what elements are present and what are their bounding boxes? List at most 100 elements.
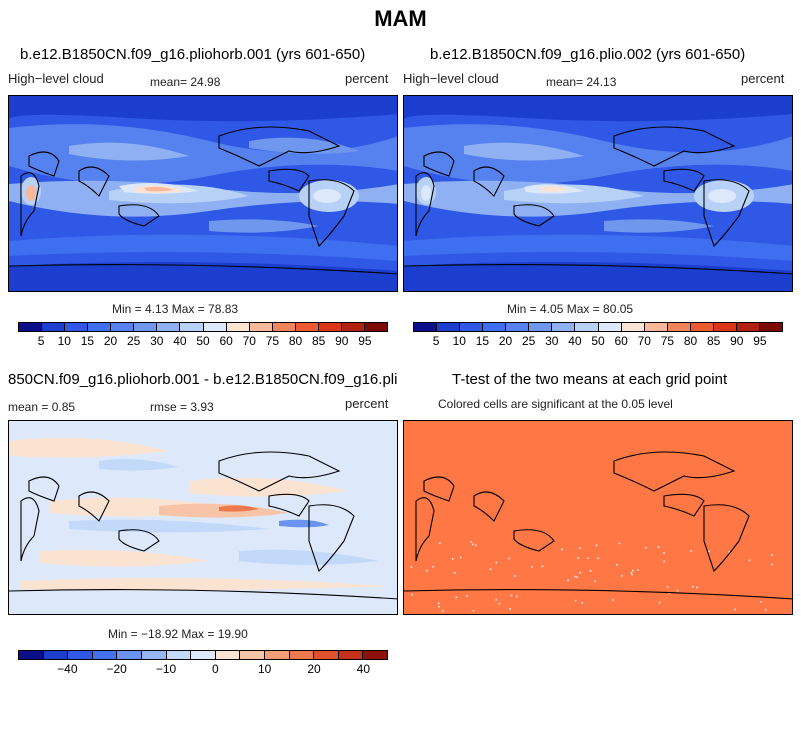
insignificant-cell bbox=[426, 570, 428, 572]
colorbar-cell bbox=[157, 323, 180, 331]
panel-2-map-svg bbox=[404, 96, 793, 292]
insignificant-cell bbox=[438, 603, 440, 605]
colorbar-cell bbox=[296, 323, 319, 331]
colorbar-cell bbox=[506, 323, 529, 331]
colorbar-cell bbox=[760, 323, 782, 331]
insignificant-cell bbox=[499, 603, 501, 605]
insignificant-cell bbox=[765, 609, 767, 611]
colorbar-cell bbox=[88, 323, 111, 331]
insignificant-cell bbox=[516, 596, 518, 598]
colorbar-cell bbox=[622, 323, 645, 331]
panel-1-map bbox=[8, 95, 398, 292]
panel-4-title: T-test of the two means at each grid poi… bbox=[452, 371, 727, 388]
colorbar-cell bbox=[668, 323, 691, 331]
colorbar-cell bbox=[363, 651, 387, 659]
insignificant-cell bbox=[471, 541, 473, 543]
insignificant-cell bbox=[473, 610, 475, 612]
colorbar-tick-label: 75 bbox=[266, 334, 279, 348]
colorbar-tick-label: 60 bbox=[614, 334, 627, 348]
colorbar-cell bbox=[483, 323, 506, 331]
colorbar-cell bbox=[645, 323, 668, 331]
colorbar-tick-label: 10 bbox=[453, 334, 466, 348]
colorbar-cell bbox=[290, 651, 315, 659]
colorbar-cell bbox=[134, 323, 157, 331]
panel-2-variable: High−level cloud bbox=[403, 71, 499, 86]
colorbar-cell bbox=[19, 323, 42, 331]
colorbar-cell bbox=[314, 651, 339, 659]
insignificant-cell bbox=[616, 564, 618, 566]
colorbar-cell bbox=[414, 323, 437, 331]
panel-2-units: percent bbox=[741, 71, 784, 86]
panel-3-minmax: Min = −18.92 Max = 19.90 bbox=[108, 627, 248, 641]
insignificant-cell bbox=[579, 547, 581, 549]
insignificant-cell bbox=[452, 558, 454, 560]
colorbar-tick-label: 20 bbox=[104, 334, 117, 348]
panel-1-colorbar bbox=[18, 322, 388, 332]
colorbar-cell bbox=[529, 323, 552, 331]
insignificant-cell bbox=[475, 545, 477, 547]
colorbar-tick-label: −20 bbox=[106, 662, 126, 676]
colorbar-tick-label: 50 bbox=[196, 334, 209, 348]
colorbar-tick-label: 90 bbox=[335, 334, 348, 348]
insignificant-cell bbox=[439, 543, 441, 545]
colorbar-tick-label: 95 bbox=[753, 334, 766, 348]
panel-3-colorbar-ticks: −40 −20 −10 0 10 20 40 bbox=[18, 662, 388, 678]
panel-4-map-svg bbox=[404, 421, 793, 615]
insignificant-cell bbox=[594, 580, 596, 582]
insignificant-cell bbox=[596, 545, 598, 547]
insignificant-cell bbox=[509, 608, 511, 610]
colorbar-cell bbox=[437, 323, 460, 331]
colorbar-cell bbox=[42, 323, 65, 331]
colorbar-cell bbox=[265, 651, 290, 659]
insignificant-cell bbox=[621, 575, 623, 577]
colorbar-cell bbox=[460, 323, 483, 331]
colorbar-tick-label: 95 bbox=[358, 334, 371, 348]
panel-2-colorbar-ticks: 5 10 15 20 25 30 40 50 60 70 75 80 85 90 95 bbox=[413, 334, 783, 350]
panel-3-mean: mean = 0.85 bbox=[8, 400, 75, 414]
colorbar-tick-label: 20 bbox=[499, 334, 512, 348]
colorbar-tick-label: 20 bbox=[307, 662, 320, 676]
colorbar-cell bbox=[273, 323, 296, 331]
insignificant-cell bbox=[575, 576, 577, 578]
panel-1-units: percent bbox=[345, 71, 388, 86]
insignificant-cell bbox=[631, 574, 633, 576]
insignificant-cell bbox=[411, 594, 413, 596]
insignificant-cell bbox=[631, 572, 633, 574]
insignificant-cell bbox=[760, 601, 762, 603]
colorbar-tick-label: 30 bbox=[150, 334, 163, 348]
colorbar-tick-label: 15 bbox=[476, 334, 489, 348]
panel-1-mean: mean= 24.98 bbox=[150, 75, 220, 89]
colorbar-cell bbox=[68, 651, 93, 659]
insignificant-cell bbox=[514, 575, 516, 577]
insignificant-cell bbox=[677, 590, 679, 592]
colorbar-cell bbox=[319, 323, 342, 331]
colorbar-tick-label: 25 bbox=[127, 334, 140, 348]
panel-1-minmax: Min = 4.13 Max = 78.83 bbox=[112, 302, 238, 316]
insignificant-cell bbox=[708, 551, 710, 553]
colorbar-cell bbox=[191, 651, 216, 659]
colorbar-cell bbox=[691, 323, 714, 331]
panel-3-map bbox=[8, 420, 398, 615]
colorbar-cell bbox=[117, 651, 142, 659]
colorbar-cell bbox=[240, 651, 265, 659]
insignificant-cell bbox=[490, 569, 492, 571]
colorbar-tick-label: 5 bbox=[38, 334, 45, 348]
panel-2-colorbar bbox=[413, 322, 783, 332]
colorbar-cell bbox=[142, 651, 167, 659]
colorbar-cell bbox=[714, 323, 737, 331]
colorbar-cell bbox=[204, 323, 227, 331]
colorbar-tick-label: 10 bbox=[258, 662, 271, 676]
panel-1-colorbar-ticks: 5 10 15 20 25 30 40 50 60 70 75 80 85 90 95 bbox=[18, 334, 388, 350]
insignificant-cell bbox=[495, 599, 497, 601]
insignificant-cell bbox=[690, 550, 692, 552]
colorbar-cell bbox=[65, 323, 88, 331]
insignificant-cell bbox=[612, 599, 614, 601]
panel-3-map-svg bbox=[9, 421, 398, 615]
colorbar-cell bbox=[227, 323, 250, 331]
insignificant-cell bbox=[542, 566, 544, 568]
insignificant-cell bbox=[575, 600, 577, 602]
insignificant-cell bbox=[696, 587, 698, 589]
colorbar-tick-label: 10 bbox=[58, 334, 71, 348]
colorbar-cell bbox=[44, 651, 69, 659]
colorbar-tick-label: 15 bbox=[81, 334, 94, 348]
